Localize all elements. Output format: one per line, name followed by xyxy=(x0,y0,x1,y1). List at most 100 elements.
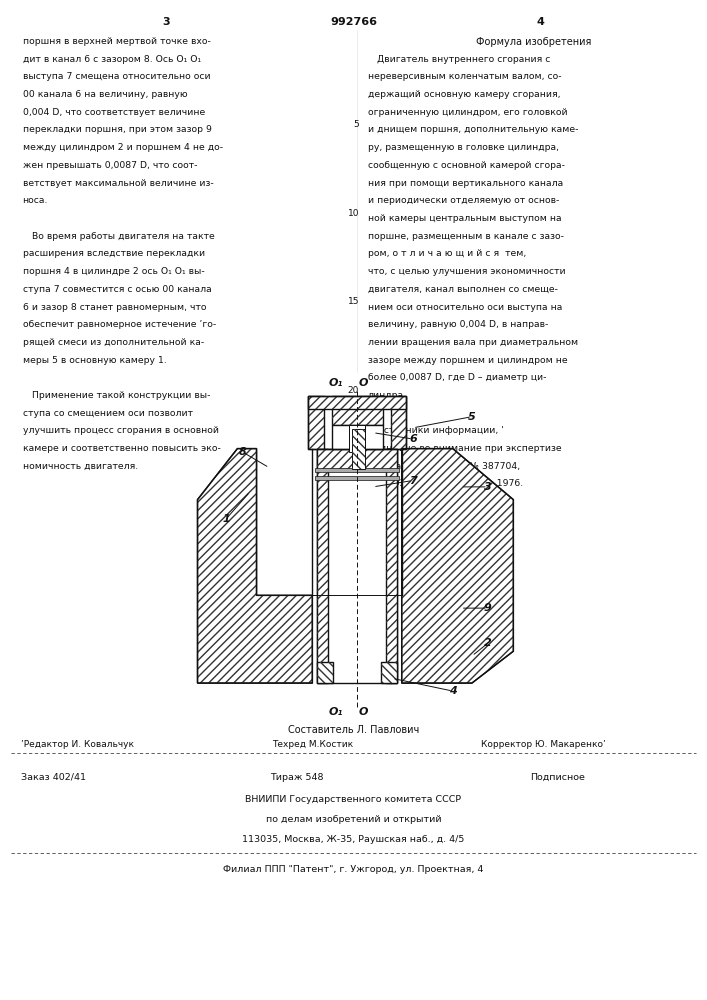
Text: 3: 3 xyxy=(163,17,170,27)
Bar xyxy=(386,449,397,683)
Text: 6: 6 xyxy=(409,434,416,444)
Bar xyxy=(332,396,382,425)
Bar xyxy=(308,396,407,409)
Text: что, с целью улучшения экономичности: что, с целью улучшения экономичности xyxy=(368,267,566,276)
Text: O₁: O₁ xyxy=(328,378,343,388)
Text: зазоре между поршнем и цилиндром не: зазоре между поршнем и цилиндром не xyxy=(368,356,567,365)
Text: 20: 20 xyxy=(348,386,359,395)
Text: носа.: носа. xyxy=(23,196,48,205)
Text: 5: 5 xyxy=(354,120,359,129)
Text: 4: 4 xyxy=(449,686,457,696)
Text: нием оси относительно оси выступа на: нием оси относительно оси выступа на xyxy=(368,302,562,312)
Bar xyxy=(390,396,407,449)
Text: ру, размещенную в головке цилиндра,: ру, размещенную в головке цилиндра, xyxy=(368,143,559,152)
Text: улучшить процесс сгорания в основной: улучшить процесс сгорания в основной xyxy=(23,426,218,435)
Text: Составитель Л. Павлович: Составитель Л. Павлович xyxy=(288,725,419,735)
Text: 992766: 992766 xyxy=(330,17,377,27)
Text: 4: 4 xyxy=(537,17,545,27)
Text: выступа 7 смещена относительно оси: выступа 7 смещена относительно оси xyxy=(23,72,210,81)
Bar xyxy=(308,396,324,449)
Text: ограниченную цилиндром, его головкой: ограниченную цилиндром, его головкой xyxy=(368,108,567,117)
Bar xyxy=(308,396,407,409)
Text: Заказ 402/41: Заказ 402/41 xyxy=(21,773,86,782)
Bar xyxy=(386,449,397,683)
Text: камере и соответственно повысить эко-: камере и соответственно повысить эко- xyxy=(23,444,221,453)
Text: Применение такой конструкции вы-: Применение такой конструкции вы- xyxy=(23,391,210,400)
Text: кл. F 02 B 19/04, опублик. 1976.: кл. F 02 B 19/04, опублик. 1976. xyxy=(368,480,522,488)
Text: нереверсивным коленчатым валом, со-: нереверсивным коленчатым валом, со- xyxy=(368,72,561,81)
Text: Двигатель внутреннего сгорания с: Двигатель внутреннего сгорания с xyxy=(368,55,550,64)
Polygon shape xyxy=(402,449,513,683)
Text: 8: 8 xyxy=(238,447,246,457)
Text: 10: 10 xyxy=(348,209,359,218)
Text: O: O xyxy=(358,707,368,717)
Bar xyxy=(352,429,365,469)
Text: ступа 7 совместится с осью 00 канала: ступа 7 совместится с осью 00 канала xyxy=(23,285,211,294)
Text: между цилиндром 2 и поршнем 4 не до-: между цилиндром 2 и поршнем 4 не до- xyxy=(23,143,223,152)
Text: более 0,0087 D, где D – диаметр ци-: более 0,0087 D, где D – диаметр ци- xyxy=(368,373,546,382)
Text: номичность двигателя.: номичность двигателя. xyxy=(23,462,138,471)
Text: 1. Патент Швеции № 387704,: 1. Патент Швеции № 387704, xyxy=(368,462,520,471)
Text: 0,004 D, что соответствует величине: 0,004 D, что соответствует величине xyxy=(23,108,205,117)
Text: поршне, размещенным в канале с зазо-: поршне, размещенным в канале с зазо- xyxy=(368,232,563,241)
Text: Источники информации, ': Источники информации, ' xyxy=(368,426,503,435)
Text: Корректор Ю. Макаренко’: Корректор Ю. Макаренко’ xyxy=(481,740,605,749)
Text: поршня 4 в цилиндре 2 ось O₁ O₁ вы-: поршня 4 в цилиндре 2 ось O₁ O₁ вы- xyxy=(23,267,204,276)
Bar xyxy=(332,425,382,449)
Text: по делам изобретений и открытий: по делам изобретений и открытий xyxy=(266,815,441,824)
Text: 1: 1 xyxy=(222,514,230,524)
Bar xyxy=(349,425,365,452)
Text: ной камеры центральным выступом на: ной камеры центральным выступом на xyxy=(368,214,561,223)
Text: Тираж 548: Тираж 548 xyxy=(270,773,324,782)
Text: Во время работы двигателя на такте: Во время работы двигателя на такте xyxy=(23,232,214,241)
Text: линдра.: линдра. xyxy=(368,391,407,400)
Text: рящей смеси из дополнительной ка-: рящей смеси из дополнительной ка- xyxy=(23,338,204,347)
Text: поршня в верхней мертвой точке вхо-: поршня в верхней мертвой точке вхо- xyxy=(23,37,211,46)
Text: ром, о т л и ч а ю щ и й с я  тем,: ром, о т л и ч а ю щ и й с я тем, xyxy=(368,249,526,258)
Text: дит в канал 6 с зазором 8. Ось O₁ O₁: дит в канал 6 с зазором 8. Ось O₁ O₁ xyxy=(23,55,201,64)
Text: ния при помощи вертикального канала: ния при помощи вертикального канала xyxy=(368,179,563,188)
Bar xyxy=(315,468,399,472)
Text: Подписное: Подписное xyxy=(530,773,585,782)
Text: ступа со смещением оси позволит: ступа со смещением оси позволит xyxy=(23,409,192,418)
Bar xyxy=(317,449,397,683)
Bar xyxy=(381,662,397,683)
Text: 9: 9 xyxy=(484,603,492,613)
Bar xyxy=(317,449,397,469)
Text: принятые во внимание при экспертизе: принятые во внимание при экспертизе xyxy=(368,444,561,453)
Text: 15: 15 xyxy=(348,297,359,306)
Text: расширения вследствие перекладки: расширения вследствие перекладки xyxy=(23,249,205,258)
Bar xyxy=(317,449,397,469)
Text: Филиал ППП "Патент", г. Ужгород, ул. Проектная, 4: Филиал ППП "Патент", г. Ужгород, ул. Про… xyxy=(223,865,484,874)
Bar xyxy=(317,662,333,683)
Bar xyxy=(317,662,333,683)
Text: ветствует максимальной величине из-: ветствует максимальной величине из- xyxy=(23,179,214,188)
Bar xyxy=(315,476,399,480)
Text: лении вращения вала при диаметральном: лении вращения вала при диаметральном xyxy=(368,338,578,347)
Text: O: O xyxy=(358,378,368,388)
Text: величину, равную 0,004 D, в направ-: величину, равную 0,004 D, в направ- xyxy=(368,320,548,329)
Bar xyxy=(308,396,324,449)
Bar xyxy=(352,429,365,469)
Text: меры 5 в основную камеру 1.: меры 5 в основную камеру 1. xyxy=(23,356,166,365)
Text: держащий основную камеру сгорания,: держащий основную камеру сгорания, xyxy=(368,90,560,99)
Text: 3: 3 xyxy=(484,482,492,492)
Text: ’Редактор И. Ковальчук: ’Редактор И. Ковальчук xyxy=(21,740,134,749)
Bar xyxy=(308,396,407,449)
Text: O₁: O₁ xyxy=(328,707,343,717)
Bar xyxy=(317,449,328,683)
Text: 113035, Москва, Ж-35, Раушская наб., д. 4/5: 113035, Москва, Ж-35, Раушская наб., д. … xyxy=(243,835,464,844)
Bar xyxy=(317,449,328,683)
Text: ВНИИПИ Государственного комитета СССР: ВНИИПИ Государственного комитета СССР xyxy=(245,795,462,804)
Text: и периодически отделяемую от основ-: и периодически отделяемую от основ- xyxy=(368,196,559,205)
Bar xyxy=(381,662,397,683)
Text: двигателя, канал выполнен со смеще-: двигателя, канал выполнен со смеще- xyxy=(368,285,558,294)
Bar xyxy=(332,396,382,425)
Bar xyxy=(390,396,407,449)
Text: 7: 7 xyxy=(409,476,416,486)
Text: Техред М.Костик: Техред М.Костик xyxy=(272,740,354,749)
Polygon shape xyxy=(197,449,312,683)
Text: 5: 5 xyxy=(468,412,476,422)
Text: 00 канала 6 на величину, равную: 00 канала 6 на величину, равную xyxy=(23,90,187,99)
Text: 2: 2 xyxy=(484,638,492,648)
